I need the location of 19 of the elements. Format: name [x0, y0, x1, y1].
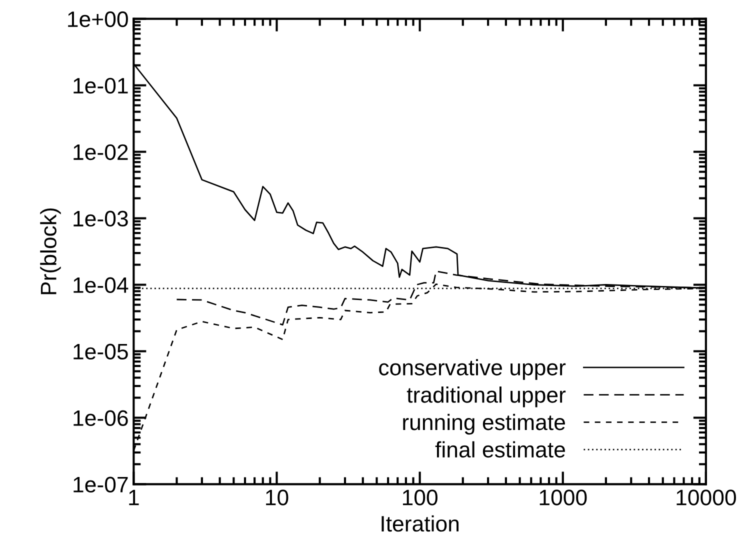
x-tick-label: 1	[129, 490, 139, 506]
y-tick-label: 1e-02	[74, 144, 128, 160]
x-tick-label: 100	[402, 490, 438, 506]
x-tick-label: 1000	[540, 490, 587, 506]
y-tick-label: 1e-05	[74, 344, 128, 360]
x-axis-title: Iteration	[382, 515, 459, 532]
y-axis-title: Pr(block)	[40, 208, 61, 294]
x-tick-label: 10	[266, 490, 288, 506]
x-tick-label: 10000	[676, 490, 736, 506]
legend-label: final estimate	[435, 441, 565, 458]
legend-label: traditional upper	[406, 386, 566, 408]
y-tick-label: 1e-06	[74, 410, 128, 426]
y-tick-label: 1e-03	[74, 210, 128, 227]
y-tick-label: 1e-04	[74, 277, 128, 294]
y-tick-label: 1e+00	[68, 11, 128, 28]
y-tick-label: 1e-01	[74, 78, 128, 94]
legend-label: conservative upper	[379, 359, 566, 380]
y-tick-label: 1e-07	[74, 476, 128, 492]
legend-label: running estimate	[403, 414, 565, 435]
